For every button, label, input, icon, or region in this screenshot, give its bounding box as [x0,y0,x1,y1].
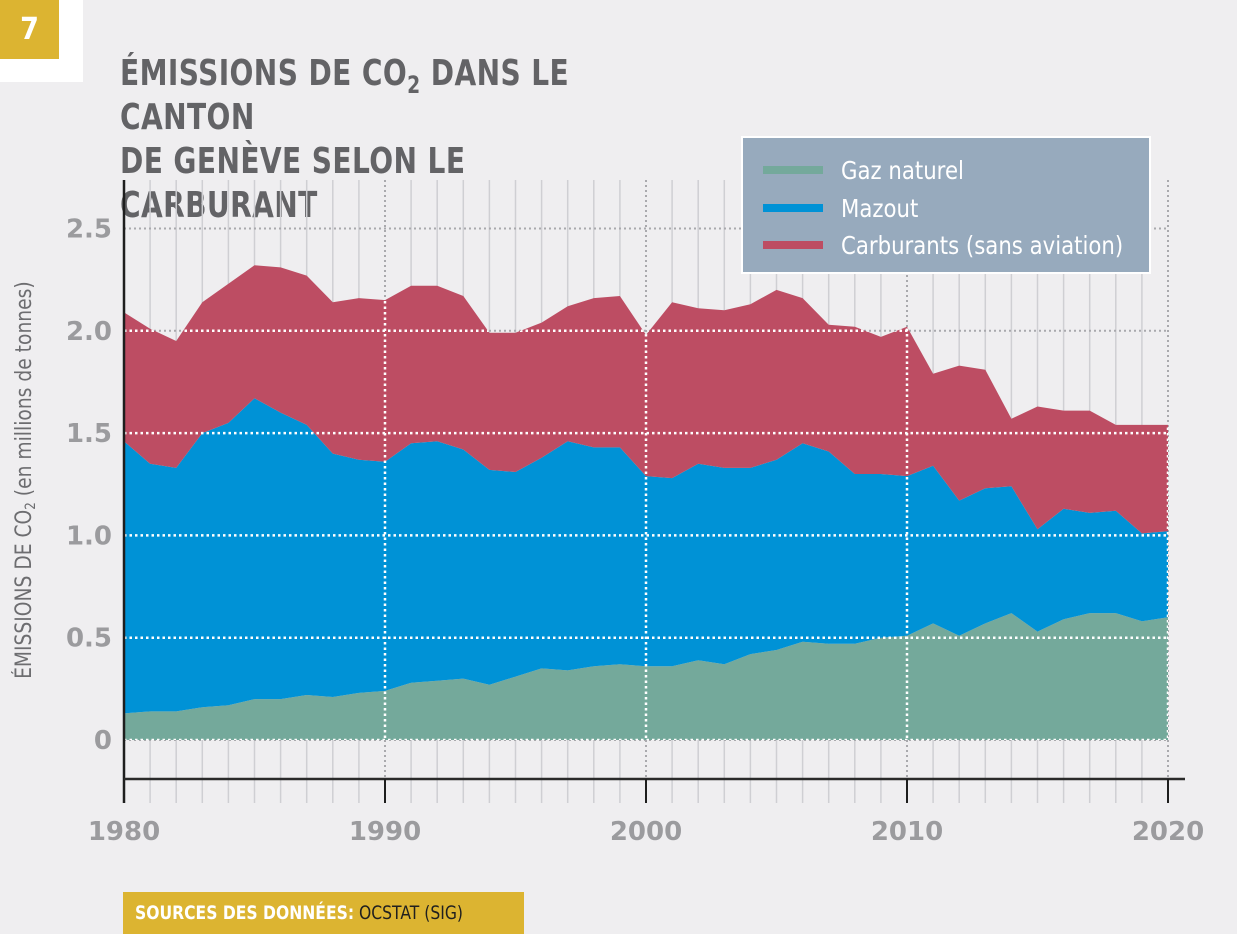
figure-number-badge: 7 [0,0,59,59]
legend: Gaz naturel Mazout Carburants (sans avia… [741,136,1151,274]
y-tick-label: 2.0 [66,317,112,347]
data-source-banner: SOURCES DES DONNÉES: OCSTAT (SIG) [123,892,524,934]
y-tick-label: 1.0 [66,521,112,551]
source-label: SOURCES DES DONNÉES: [135,902,355,924]
y-axis-label-subscript: 2 [23,502,39,510]
legend-label-carburants: Carburants (sans aviation) [841,230,1124,260]
title-line-1-suffix: DANS LE CANTON [120,53,570,138]
y-tick-label: 1.5 [66,419,112,449]
y-axis-label: ÉMISSIONS DE CO2 (en millions de tonnes) [12,220,42,740]
legend-item-mazout: Mazout [763,190,932,226]
title-line-2: DE GENÈVE SELON LE CARBURANT [120,141,466,226]
legend-swatch-gaz [763,166,823,174]
x-tick-labels: 1980 1990 2000 2010 2020 [88,817,1204,847]
legend-swatch-mazout [763,204,823,212]
title-subscript: 2 [407,71,421,99]
title-line-1: ÉMISSIONS DE CO2 DANS LE CANTON [120,52,666,140]
x-tick-label: 1980 [88,817,160,847]
y-axis-label-prefix: ÉMISSIONS DE CO [12,509,37,679]
legend-label-mazout: Mazout [841,193,919,223]
x-tick-label: 1990 [349,817,421,847]
axes [122,180,1185,803]
x-tick-label: 2020 [1132,817,1204,847]
y-tick-label: 2.5 [66,215,112,245]
x-tick-label: 2000 [610,817,682,847]
y-tick-label: 0.5 [66,624,112,654]
title-line-1-prefix: ÉMISSIONS DE CO [120,53,408,94]
source-value: OCSTAT (SIG) [354,902,463,924]
x-tick-label: 2010 [871,817,943,847]
y-tick-label: 0 [94,726,112,756]
legend-label-gaz: Gaz naturel [841,155,964,185]
legend-item-carburants: Carburants (sans aviation) [763,227,1173,263]
legend-swatch-carburants [763,241,823,249]
figure-number: 7 [20,12,39,47]
y-axis-label-suffix: (en millions de tonnes) [12,281,37,503]
chart-title: ÉMISSIONS DE CO2 DANS LE CANTON DE GENÈV… [120,52,666,228]
legend-item-gaz: Gaz naturel [763,152,986,188]
y-tick-labels: 0 0.5 1.0 1.5 2.0 2.5 [66,215,112,757]
